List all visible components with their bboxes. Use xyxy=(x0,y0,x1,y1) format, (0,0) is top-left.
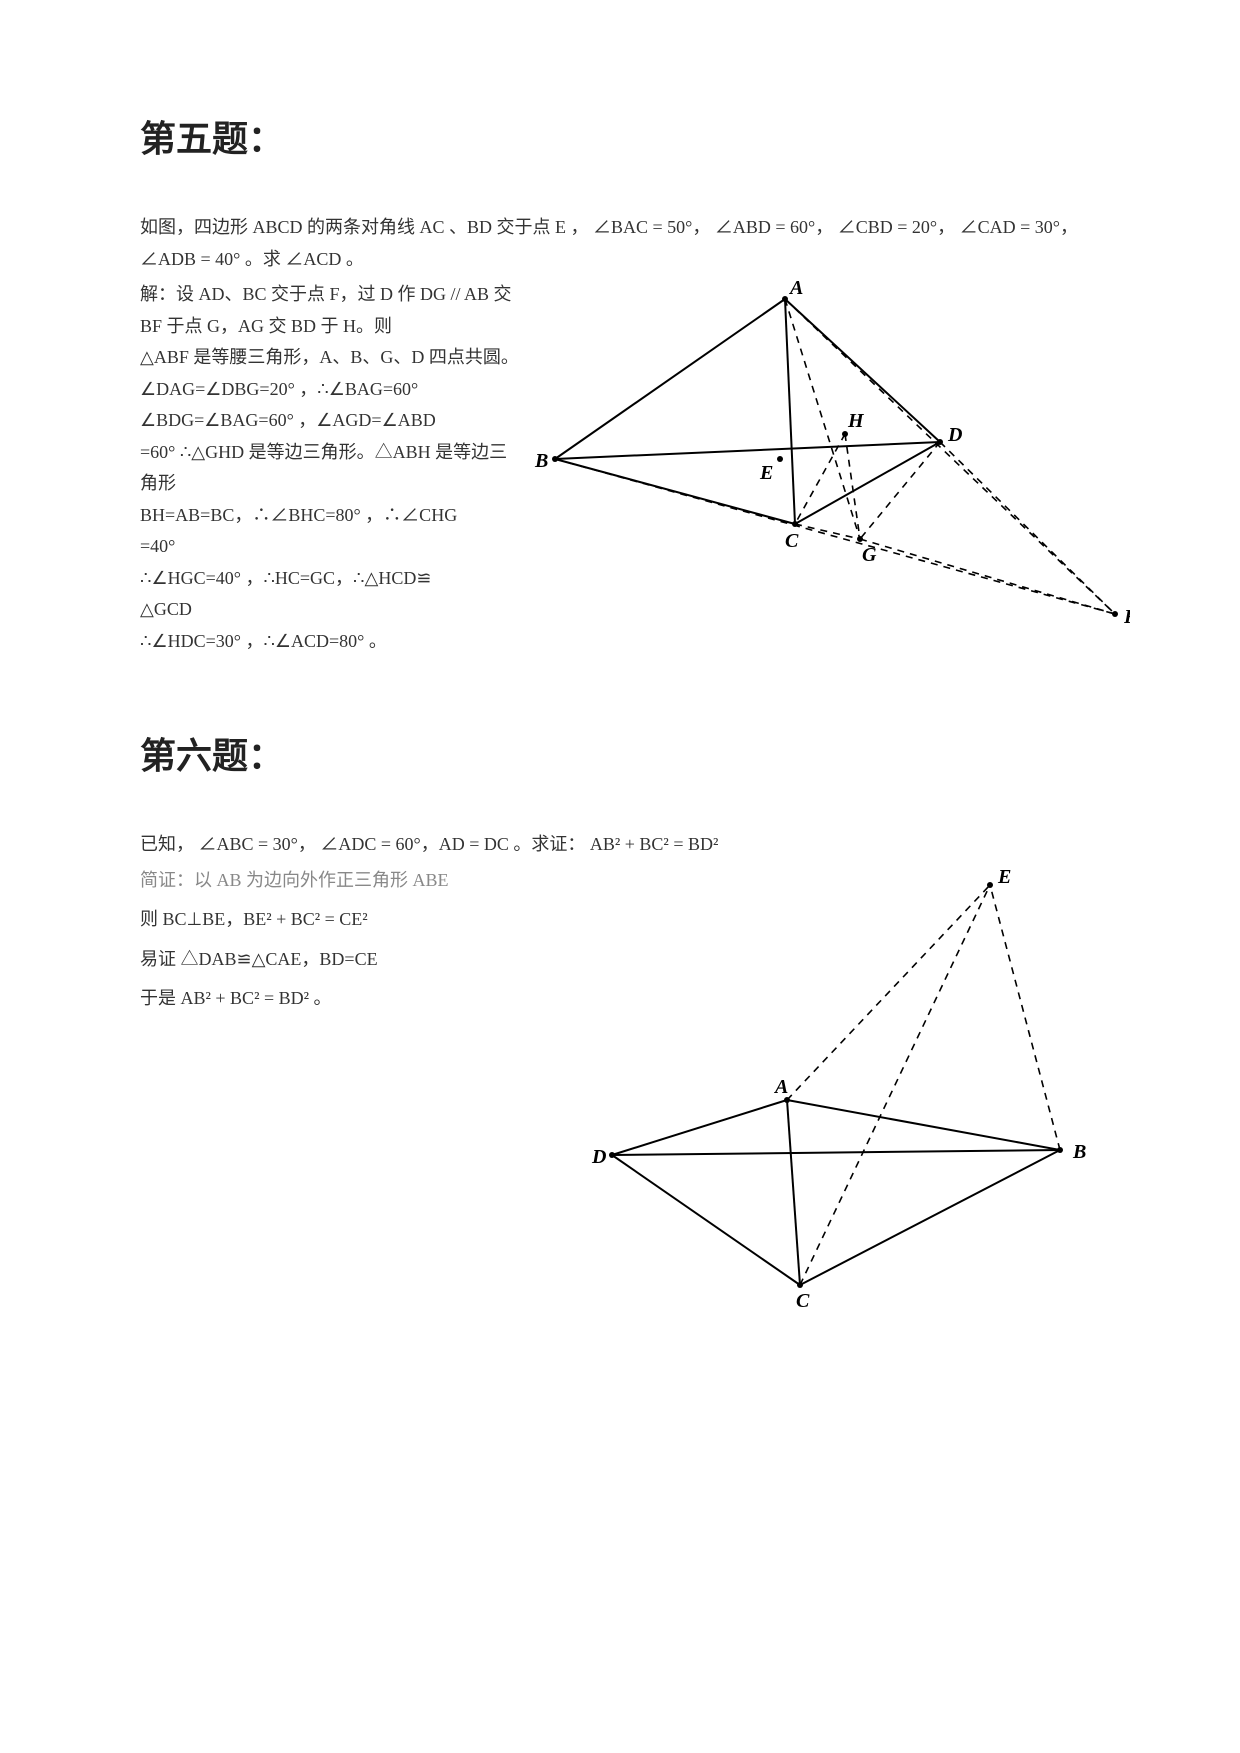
figure-5-svg: A B C D E F G H xyxy=(530,279,1130,639)
problem-5-solution: 解：设 AD、BC 交于点 F，过 D 作 DG // AB 交 BF 于点 G… xyxy=(140,279,520,657)
problem-6-solution: 简证：以 AB 为边向外作正三角形 ABE 则 BC⊥BE，BE² + BC² … xyxy=(140,865,580,1023)
solution-line: =60° ∴△GHD 是等边三角形。△ABH 是等边三角形 xyxy=(140,437,520,500)
problem-5: 第五题： 如图，四边形 ABCD 的两条对角线 AC 、BD 交于点 E ， ∠… xyxy=(140,110,1100,657)
svg-text:B: B xyxy=(1072,1141,1086,1163)
problem-5-figure: A B C D E F G H xyxy=(530,279,1130,639)
solution-line: 简证：以 AB 为边向外作正三角形 ABE xyxy=(140,865,580,897)
svg-text:E: E xyxy=(759,462,773,484)
solution-line: ∴∠HDC=30° ，∴∠ACD=80° 。 xyxy=(140,626,520,658)
solution-line: △ABF 是等腰三角形，A、B、G、D 四点共圆。 xyxy=(140,342,520,374)
problem-6-statement: 已知， ∠ABC = 30°， ∠ADC = 60°，AD = DC 。求证： … xyxy=(140,829,1100,861)
solution-line: 易证 △DAB≌△CAE，BD=CE xyxy=(140,944,580,976)
svg-text:B: B xyxy=(534,450,548,472)
solution-line: ∴∠HGC=40° ，∴HC=GC，∴△HCD≌ xyxy=(140,563,520,595)
solution-line: =40° xyxy=(140,531,520,563)
figure-6-svg: A B C D E xyxy=(590,865,1110,1325)
problem-6-figure: A B C D E xyxy=(590,865,1110,1325)
svg-text:H: H xyxy=(847,410,865,432)
solution-line: 于是 AB² + BC² = BD² 。 xyxy=(140,983,580,1015)
svg-text:D: D xyxy=(591,1146,606,1168)
problem-6-title: 第六题： xyxy=(140,727,1100,779)
solution-line: BH=AB=BC，∴∠BHC=80° ，∴∠CHG xyxy=(140,500,520,532)
problem-5-title: 第五题： xyxy=(140,110,1100,162)
problem-5-content: 解：设 AD、BC 交于点 F，过 D 作 DG // AB 交 BF 于点 G… xyxy=(140,279,1100,657)
svg-text:E: E xyxy=(997,866,1011,888)
solution-line: ∠DAG=∠DBG=20° ，∴∠BAG=60° xyxy=(140,374,520,406)
solution-line: 则 BC⊥BE，BE² + BC² = CE² xyxy=(140,904,580,936)
svg-text:C: C xyxy=(796,1290,810,1312)
solution-line: 解：设 AD、BC 交于点 F，过 D 作 DG // AB 交 BF 于点 G… xyxy=(140,279,520,342)
svg-text:A: A xyxy=(788,279,803,299)
problem-6: 第六题： 已知， ∠ABC = 30°， ∠ADC = 60°，AD = DC … xyxy=(140,727,1100,1325)
solution-line: ∠BDG=∠BAG=60° ，∠AGD=∠ABD xyxy=(140,405,520,437)
svg-text:G: G xyxy=(862,544,877,566)
problem-5-statement: 如图，四边形 ABCD 的两条对角线 AC 、BD 交于点 E ， ∠BAC =… xyxy=(140,212,1100,275)
svg-text:A: A xyxy=(773,1076,788,1098)
solution-line: △GCD xyxy=(140,594,520,626)
svg-text:C: C xyxy=(785,530,799,552)
problem-6-content: 简证：以 AB 为边向外作正三角形 ABE 则 BC⊥BE，BE² + BC² … xyxy=(140,865,1100,1325)
svg-text:F: F xyxy=(1123,606,1130,628)
svg-text:D: D xyxy=(947,424,962,446)
